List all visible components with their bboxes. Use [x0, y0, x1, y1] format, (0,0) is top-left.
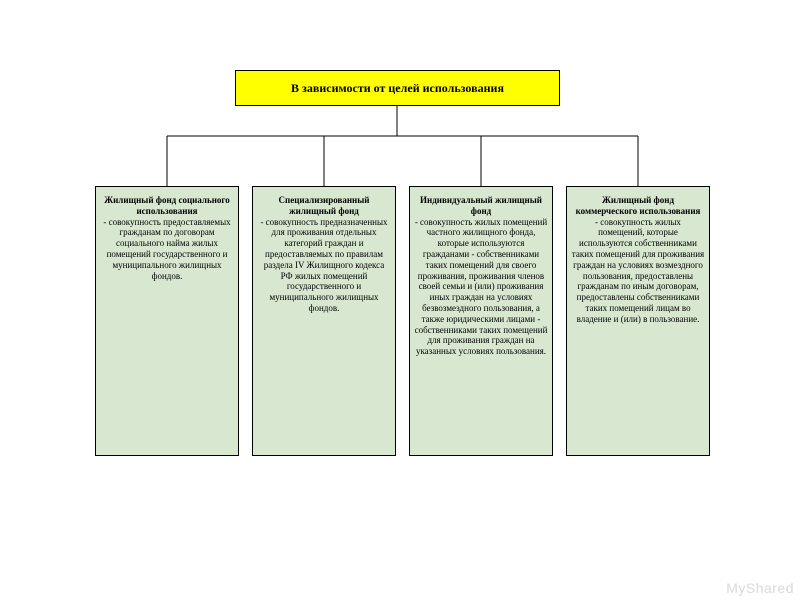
leaf-body: - совокупность жилых помещений, которые …	[571, 217, 705, 325]
leaf-node: Жилищный фонд социального использования-…	[95, 186, 239, 456]
leaf-title: Жилищный фонд социального использования	[100, 195, 234, 217]
leaf-body: - совокупность жилых помещений частного …	[414, 217, 548, 357]
root-label: В зависимости от целей использования	[291, 81, 504, 96]
leaf-body: - совокупность предназначенных для прожи…	[257, 217, 391, 314]
root-node: В зависимости от целей использования	[235, 70, 560, 106]
leaf-node: Индивидуальный жилищный фонд- совокупнос…	[409, 186, 553, 456]
leaf-title: Жилищный фонд коммерческого использовани…	[571, 195, 705, 217]
leaf-body: - совокупность предоставляемых гражданам…	[100, 217, 234, 282]
leaf-node: Жилищный фонд коммерческого использовани…	[566, 186, 710, 456]
leaf-node: Специализированный жилищный фонд- совоку…	[252, 186, 396, 456]
leaf-title: Индивидуальный жилищный фонд	[414, 195, 548, 217]
watermark: MyShared	[726, 580, 794, 596]
leaf-title: Специализированный жилищный фонд	[257, 195, 391, 217]
